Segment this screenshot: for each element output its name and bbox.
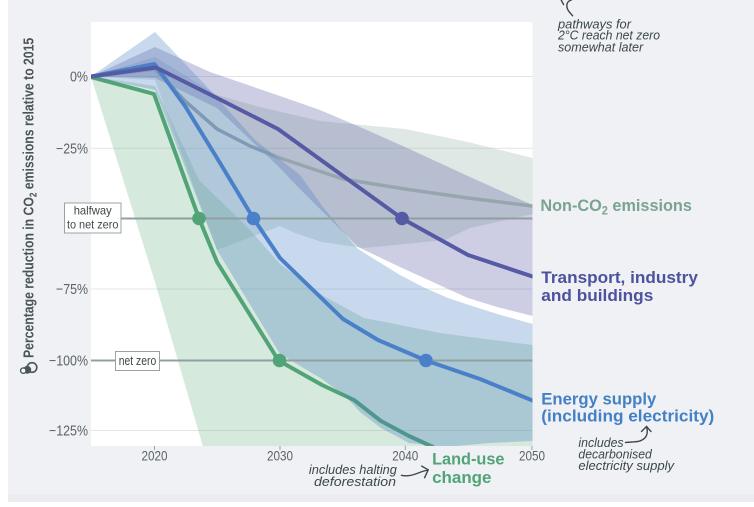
svg-text:(including electricity): (including electricity) <box>541 407 714 426</box>
svg-text:Energy supply: Energy supply <box>541 390 657 409</box>
svg-text:Transport, industry: Transport, industry <box>541 268 698 287</box>
svg-text:−25%: −25% <box>56 141 88 157</box>
svg-text:Non-CO2 emissions: Non-CO2 emissions <box>540 196 692 218</box>
svg-text:0%: 0% <box>70 70 88 86</box>
svg-text:2040: 2040 <box>392 448 418 464</box>
svg-text:net zero: net zero <box>119 354 157 368</box>
svg-text:halfway: halfway <box>74 204 112 218</box>
svg-text:pathways for: pathways for <box>557 16 632 31</box>
svg-text:includes halting: includes halting <box>309 462 398 477</box>
svg-text:to net zero: to net zero <box>67 218 119 232</box>
svg-text:−100%: −100% <box>49 354 88 370</box>
svg-text:−125%: −125% <box>49 424 88 440</box>
svg-text:2020: 2020 <box>142 448 168 464</box>
svg-text:2050: 2050 <box>519 448 545 464</box>
svg-text:electricity supply: electricity supply <box>578 458 675 473</box>
svg-text:decarbonised: decarbonised <box>578 447 652 462</box>
svg-text:2°C reach net zero: 2°C reach net zero <box>557 28 660 43</box>
svg-text:includes: includes <box>578 435 624 450</box>
svg-text:deforestation: deforestation <box>314 474 396 489</box>
svg-text:somewhat later: somewhat later <box>558 39 644 54</box>
svg-text:−75%: −75% <box>56 282 88 298</box>
svg-text:change: change <box>432 468 491 487</box>
svg-text:and buildings: and buildings <box>541 286 653 305</box>
svg-text:Percentage reduction in CO2 em: Percentage reduction in CO2 emissions re… <box>20 37 38 358</box>
svg-text:2030: 2030 <box>267 448 293 464</box>
svg-text:Land-use: Land-use <box>432 450 504 469</box>
